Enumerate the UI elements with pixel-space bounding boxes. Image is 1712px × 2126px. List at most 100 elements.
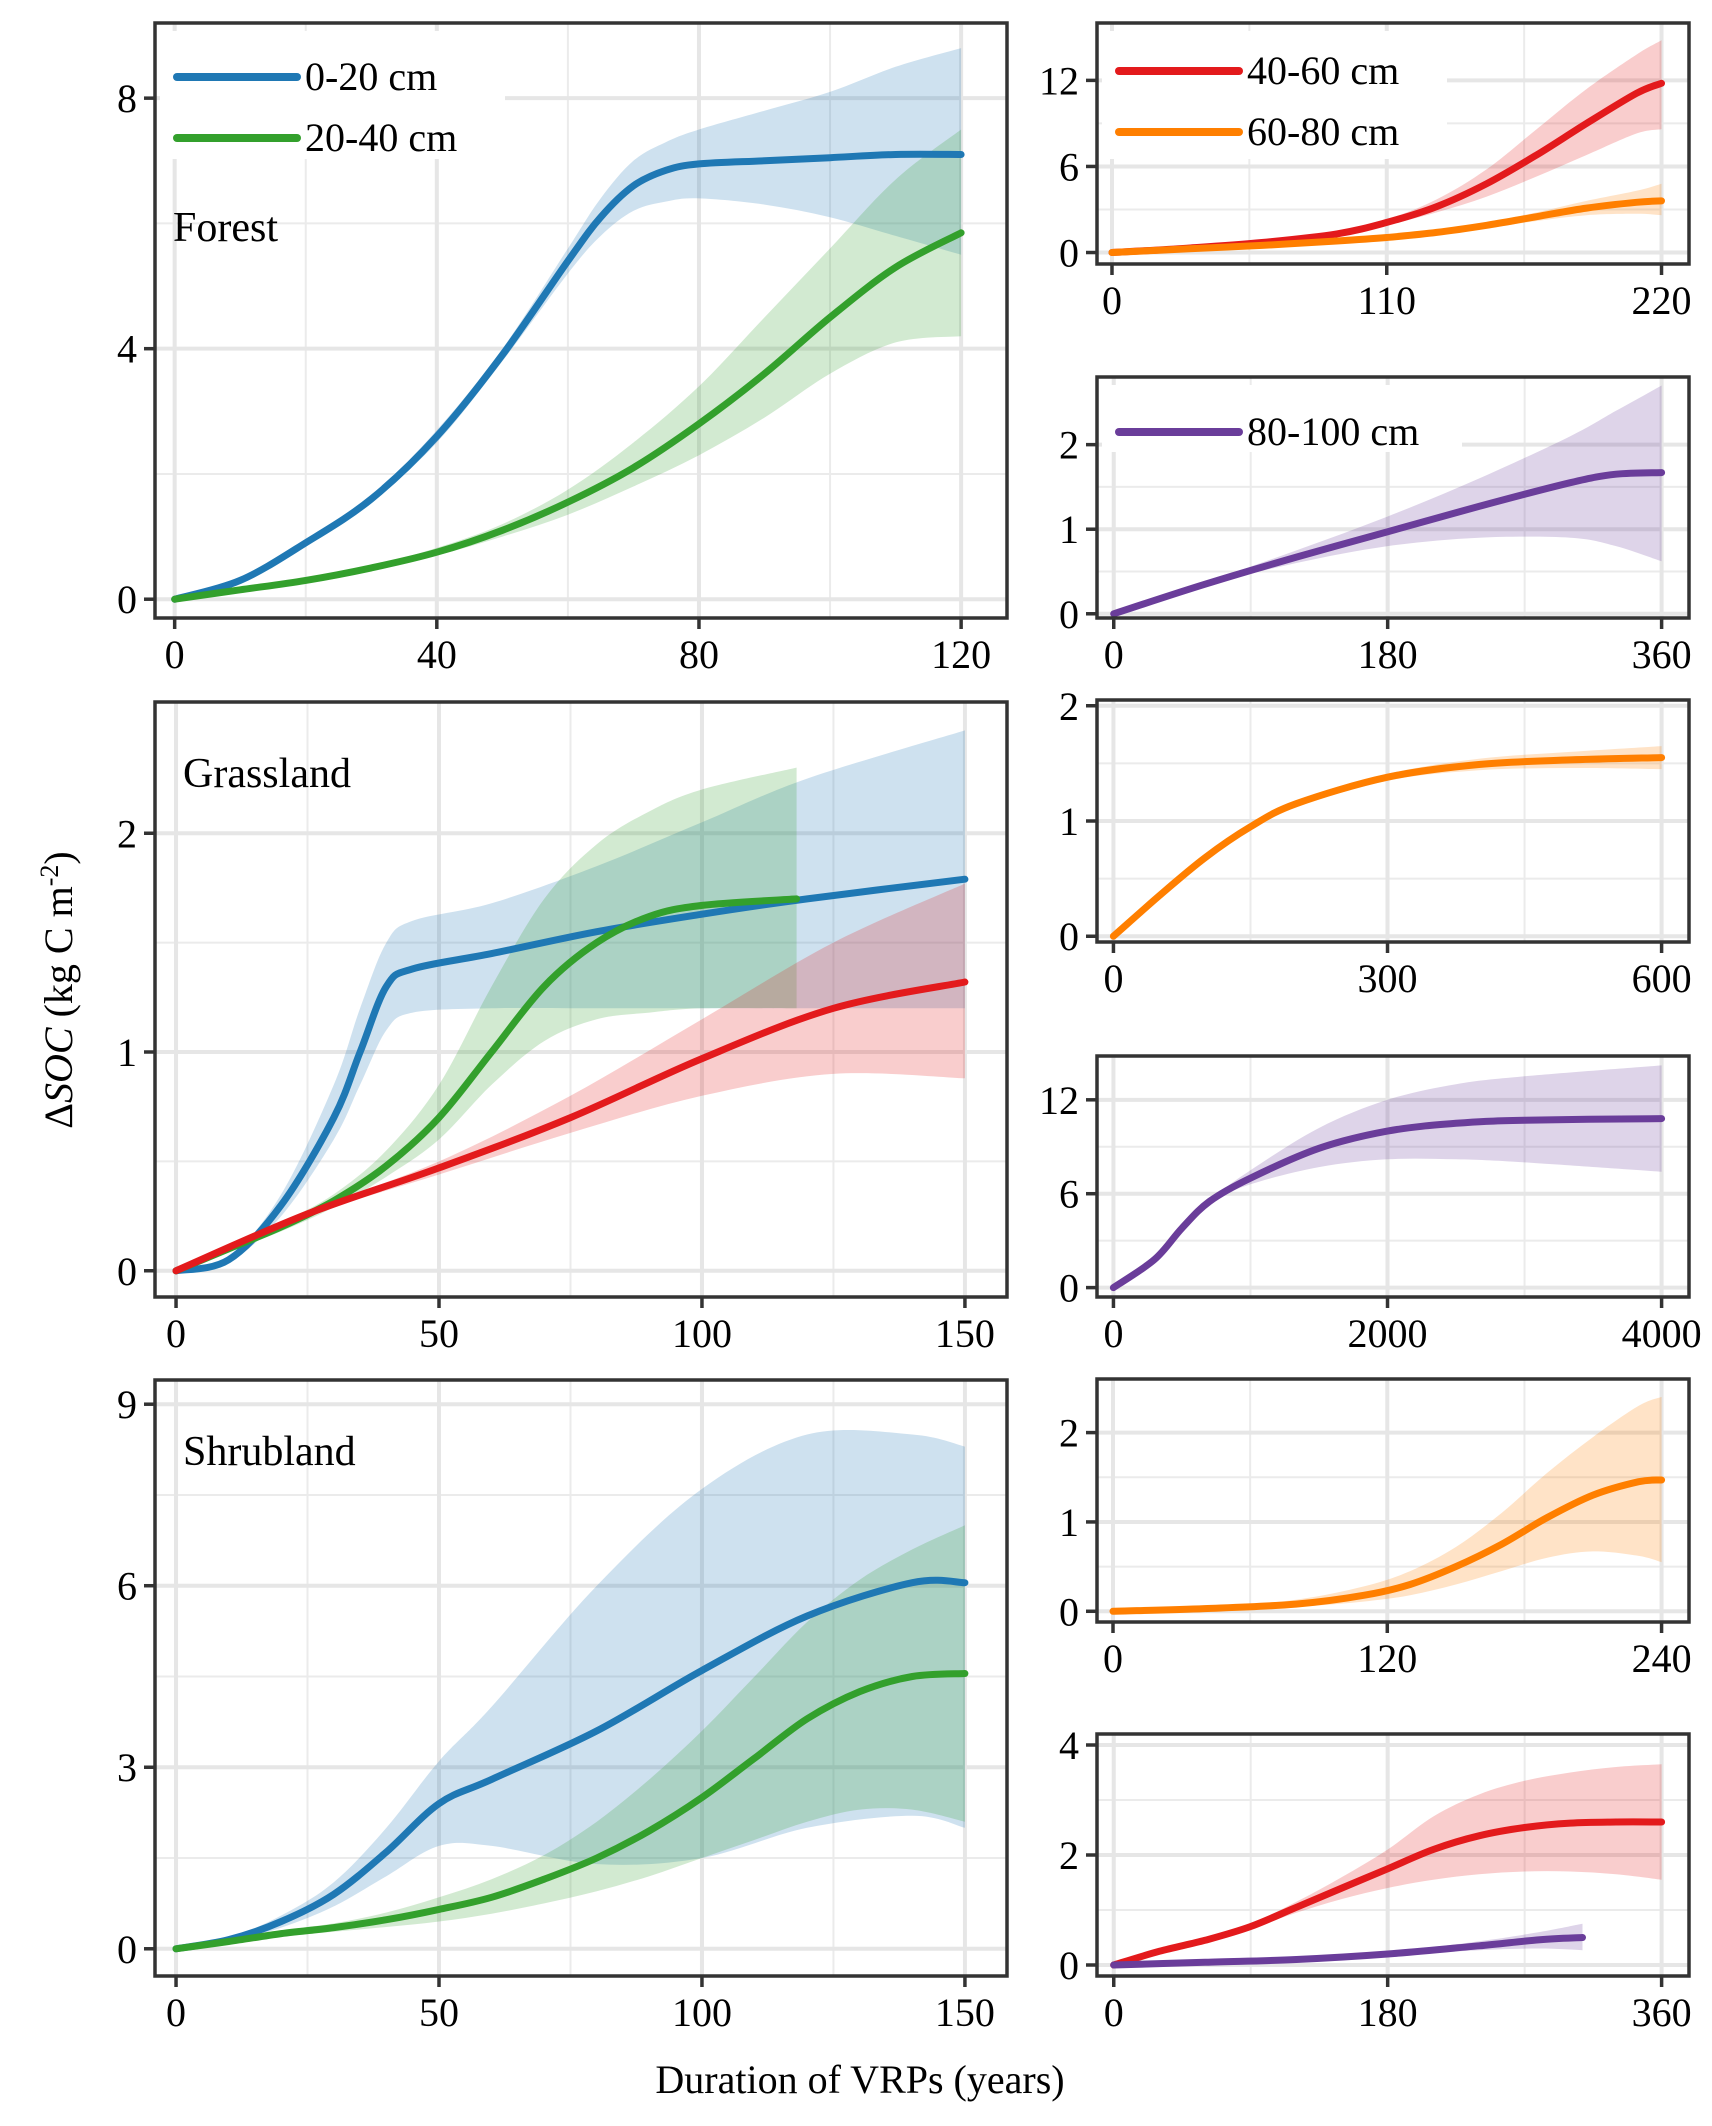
series-line-60-80-cm (1109, 754, 1666, 940)
x-tick-label: 50 (419, 1990, 459, 2035)
y-axis-title-units: (kg C m (36, 886, 81, 1027)
y-tick-label: 0 (1059, 914, 1079, 959)
x-tick-label: 360 (1632, 1990, 1692, 2035)
x-tick-label: 180 (1358, 1990, 1418, 2035)
x-tick-label: 150 (935, 1311, 995, 1356)
x-tick-label: 360 (1632, 632, 1692, 677)
panel-label-grassland: Grassland (183, 751, 351, 797)
series-line-80-100-cm (1109, 1115, 1666, 1292)
plot-background (1097, 1056, 1689, 1297)
plot-background (1097, 1379, 1689, 1622)
panel-label-shrubland: Shrubland (183, 1429, 356, 1475)
panel-border (153, 21, 1009, 620)
y-tick-label: 1 (1059, 1500, 1079, 1545)
y-axis-title-superscript: -2 (35, 865, 64, 887)
panel-shrubland-deep1: 0 120 240 0 1 2 (1059, 1377, 1692, 1681)
confidence-band-0-20-cm (176, 730, 965, 1271)
y-axis-title: ΔSOC (kg C m-2) (35, 851, 81, 1128)
y-tick-label: 0 (1059, 1943, 1079, 1988)
y-tick-label: 0 (117, 1927, 137, 1972)
x-tick-label: 50 (419, 1311, 459, 1356)
y-axis-title-prefix: Δ (36, 1103, 81, 1129)
y-tick-label: 12 (1039, 1078, 1079, 1123)
plot-area (1110, 1764, 1666, 1969)
gridlines (155, 23, 1007, 618)
series-line-80-100-cm (1110, 469, 1666, 618)
y-tick-label: 9 (117, 1382, 137, 1427)
x-tick-label: 0 (166, 1990, 186, 2035)
y-tick-label: 3 (117, 1745, 137, 1790)
y-tick-label: 4 (1059, 1723, 1079, 1768)
y-tick-label: 6 (117, 1564, 137, 1609)
y-tick-label: 6 (1059, 144, 1079, 189)
confidence-band-20-40-cm (176, 1525, 965, 1949)
gridlines (155, 1380, 1007, 1976)
series-line-0-20-cm (172, 1576, 969, 1953)
y-tick-label: 0 (1059, 1589, 1079, 1634)
x-tick-label: 180 (1358, 632, 1418, 677)
x-tick-label: 150 (935, 1990, 995, 2035)
y-tick-label: 2 (1059, 423, 1079, 468)
x-tick-label: 220 (1632, 278, 1692, 323)
legend-label: 80-100 cm (1247, 409, 1419, 454)
legend-label: 20-40 cm (305, 115, 457, 160)
x-tick-label: 0 (1104, 632, 1124, 677)
x-tick-label: 0 (1102, 278, 1122, 323)
gridlines (155, 702, 1007, 1297)
panel-forest-deep1: 0 110 220 0 6 12 40-60 cm 60-80 cm (1039, 21, 1692, 323)
y-tick-label: 2 (117, 811, 137, 856)
x-tick-label: 0 (166, 1311, 186, 1356)
plot-area (172, 1429, 969, 1953)
plot-area (171, 48, 965, 603)
legend: 0-20 cm 20-40 cm (160, 31, 505, 160)
plot-area (1110, 385, 1666, 618)
confidence-band-0-20-cm (176, 1429, 965, 1949)
series-line-0-20-cm (172, 875, 969, 1275)
plot-area (1109, 746, 1666, 940)
confidence-band-60-80-cm (1113, 746, 1662, 937)
legend-background (1102, 385, 1462, 452)
series-line-0-20-cm (171, 150, 965, 603)
y-tick-label: 4 (117, 327, 137, 372)
x-tick-label: 4000 (1622, 1311, 1702, 1356)
gridlines (1097, 1734, 1689, 1976)
y-tick-label: 1 (1059, 507, 1079, 552)
y-tick-label: 1 (117, 1030, 137, 1075)
panel-grassland-top: 0 50 100 150 0 1 2 Grassland (117, 700, 1009, 1356)
series-line-60-80-cm (1108, 197, 1665, 256)
panel-border (1095, 1377, 1691, 1624)
x-tick-label: 0 (1103, 956, 1123, 1001)
x-tick-label: 2000 (1348, 1311, 1428, 1356)
plot-background (155, 1380, 1007, 1976)
y-tick-label: 2 (1059, 1411, 1079, 1456)
plot-area (1109, 1396, 1666, 1615)
series-line-80-100-cm (1110, 1934, 1586, 1969)
plot-area (172, 730, 969, 1275)
confidence-band-80-100-cm (1113, 385, 1662, 614)
panel-border (1095, 375, 1691, 620)
panel-border (153, 700, 1009, 1299)
series-line-40-60-cm (1110, 1818, 1666, 1969)
confidence-band-0-20-cm (174, 48, 962, 600)
panel-border (153, 1378, 1009, 1978)
legend-label: 40-60 cm (1247, 48, 1399, 93)
panel-forest-deep2: 0 180 360 0 1 2 80-100 cm (1059, 375, 1692, 677)
x-tick-label: 0 (165, 632, 185, 677)
x-tick-label: 0 (1103, 1636, 1123, 1681)
y-tick-label: 0 (117, 1249, 137, 1294)
x-tick-label: 110 (1357, 278, 1416, 323)
legend-label: 60-80 cm (1247, 109, 1399, 154)
y-axis-title-soc: SOC (36, 1026, 81, 1103)
series-line-40-60-cm (172, 978, 969, 1275)
panel-shrubland-deep2: 0 180 360 0 2 4 (1059, 1723, 1692, 2035)
confidence-band-60-80-cm (1113, 1396, 1662, 1612)
panel-grassland-deep2: 0 2000 4000 0 6 12 (1039, 1054, 1702, 1356)
y-tick-label: 0 (117, 577, 137, 622)
y-tick-label: 6 (1059, 1172, 1079, 1217)
x-tick-label: 100 (672, 1311, 732, 1356)
y-tick-label: 2 (1059, 684, 1079, 729)
plot-area (1108, 40, 1665, 256)
panel-shrubland-top: 0 50 100 150 0 3 6 9 Shrubland (117, 1378, 1009, 2035)
